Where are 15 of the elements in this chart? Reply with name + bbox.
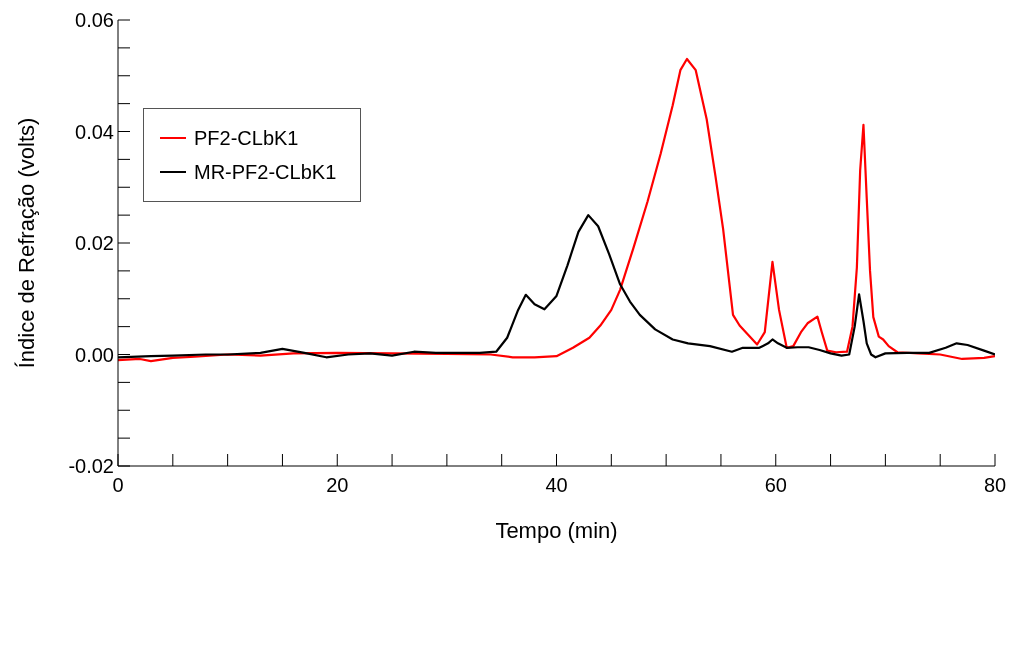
x-tick-label: 0 <box>112 474 124 496</box>
x-tick-label: 40 <box>545 474 568 496</box>
y-axis-title: Índice de Refração (volts) <box>13 117 39 369</box>
y-tick-label: 0.04 <box>75 120 114 143</box>
x-tick-label: 60 <box>764 474 787 496</box>
x-axis-title: Tempo (min) <box>495 518 618 543</box>
legend-label: PF2-CLbK1 <box>194 126 299 150</box>
legend-label: MR-PF2-CLbK1 <box>194 160 337 184</box>
y-tick-label: 0.06 <box>75 9 114 31</box>
line-series <box>118 57 995 363</box>
x-tick-label: 80 <box>983 474 1007 496</box>
y-tick-label: 0.02 <box>75 232 114 254</box>
y-tick-label: -0.02 <box>68 455 114 477</box>
x-tick-label: 20 <box>326 474 349 496</box>
y-tick-label: 0.00 <box>75 343 114 366</box>
